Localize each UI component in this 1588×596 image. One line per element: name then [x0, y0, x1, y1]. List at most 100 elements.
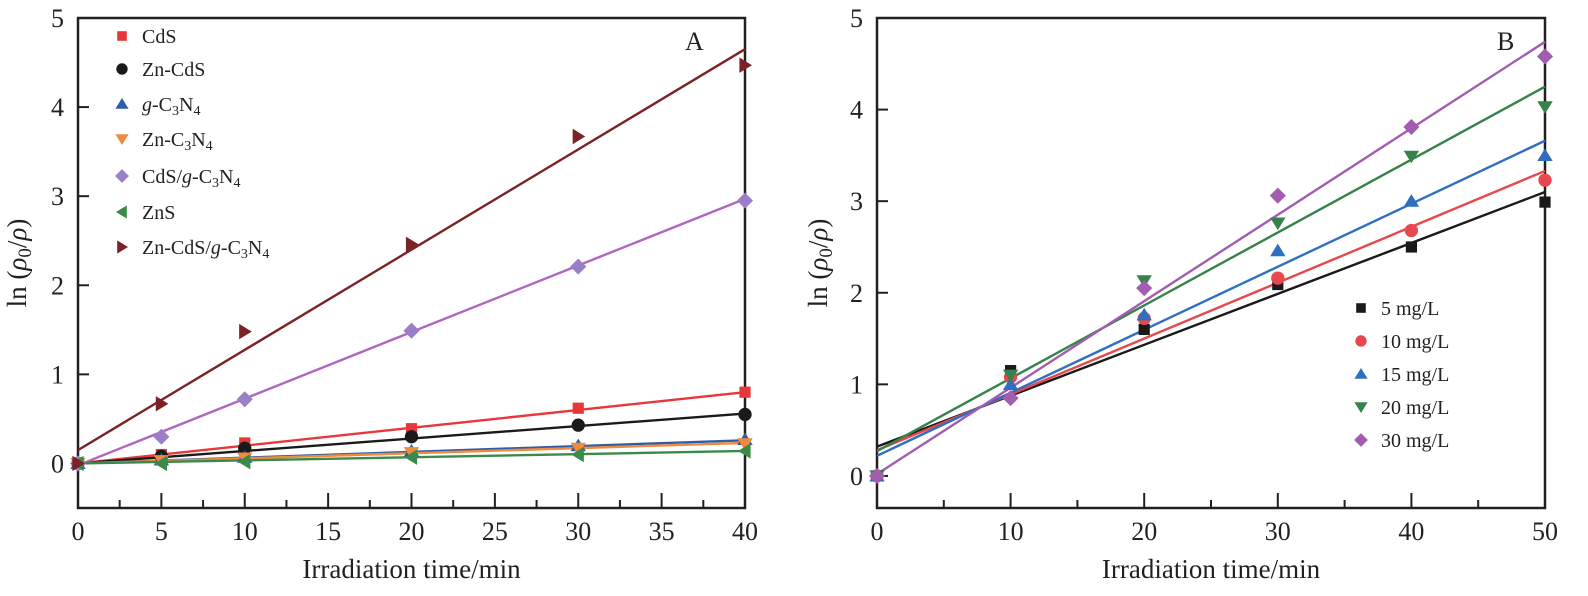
- y-tick-label: 2: [51, 271, 64, 300]
- legend-label: 5 mg/L: [1381, 298, 1439, 320]
- data-point: [739, 57, 752, 73]
- data-point: [1271, 271, 1285, 285]
- data-point: [1404, 223, 1419, 238]
- data-point: [1138, 323, 1150, 336]
- panel-label: B: [1497, 27, 1514, 56]
- legend-marker: [1354, 368, 1368, 379]
- data-point: [1539, 196, 1551, 208]
- data-point: [736, 192, 754, 209]
- data-point: [1405, 241, 1417, 253]
- data-point: [570, 442, 586, 456]
- x-tick-label: 0: [871, 517, 884, 546]
- y-tick-label: 1: [51, 360, 64, 389]
- data-point: [155, 396, 169, 412]
- fit-line-zn-cds-g-c3n4: [78, 48, 746, 452]
- fit-line-30-mg-l: [877, 40, 1546, 476]
- x-tick-label: 50: [1532, 517, 1558, 546]
- data-point: [403, 322, 420, 339]
- data-point: [1403, 150, 1420, 164]
- data-point: [738, 443, 751, 459]
- x-tick-label: 10: [232, 517, 258, 546]
- data-point: [1136, 280, 1153, 297]
- series-zn-cds-g-c3n4: [72, 57, 752, 472]
- y-tick-label: 2: [850, 279, 863, 308]
- data-point: [1136, 307, 1152, 321]
- data-point: [239, 323, 252, 340]
- x-tick-label: 10: [998, 517, 1024, 546]
- legend-entry: 5 mg/L: [1356, 298, 1439, 320]
- legend-entry: Zn-CdS: [116, 59, 205, 81]
- legend: 5 mg/L 10 mg/L 15 mg/L 20 mg/L 30 mg/L: [1354, 298, 1449, 452]
- legend-entry: ZnS: [116, 202, 175, 224]
- legend-label: Zn-C3N4: [142, 129, 213, 154]
- data-point: [738, 407, 752, 422]
- legend-entry: g-C3N4: [115, 94, 200, 119]
- x-tick-label: 40: [732, 517, 758, 546]
- legend-entry: Zn-CdS/g-C3N4: [117, 237, 269, 262]
- legend-marker: [1354, 433, 1368, 447]
- data-point: [238, 441, 252, 455]
- legend-marker: [115, 98, 129, 109]
- x-tick-label: 15: [315, 517, 341, 546]
- y-axis-title: ln (ρ0/ρ): [2, 219, 36, 308]
- legend-label: CdS: [142, 26, 176, 48]
- panel-label: A: [685, 27, 704, 56]
- y-axis-title: ln (ρ0/ρ): [803, 219, 837, 308]
- data-point: [404, 430, 419, 444]
- y-tick-label: 3: [850, 187, 863, 216]
- x-tick-label: 25: [482, 517, 508, 546]
- series-20-mg-l: [869, 101, 1553, 483]
- legend-marker: [117, 240, 128, 254]
- legend-marker: [116, 205, 127, 219]
- data-point: [1002, 377, 1019, 390]
- legend-entry: CdS: [117, 26, 176, 48]
- legend-label: 20 mg/L: [1381, 397, 1449, 419]
- data-point: [405, 423, 418, 435]
- series-15-mg-l: [869, 148, 1553, 482]
- series-30-mg-l: [868, 48, 1554, 484]
- legend-entry: 15 mg/L: [1354, 364, 1449, 386]
- legend-label: CdS/g-C3N4: [142, 166, 240, 191]
- data-point: [1270, 243, 1286, 257]
- chart-panel-b: 0 10 20 30 40 50 0 1 2 3 4 5 Irradiation time/min ln …: [803, 4, 1558, 584]
- series-10-mg-l: [870, 173, 1552, 483]
- legend-marker: [1356, 303, 1366, 313]
- legend-entry: 10 mg/L: [1355, 331, 1449, 353]
- y-tick-label: 5: [51, 4, 64, 33]
- legend-marker: [115, 134, 129, 145]
- legend-label: Zn-CdS/g-C3N4: [142, 237, 269, 262]
- data-point: [1270, 217, 1286, 231]
- y-tick-label: 0: [850, 462, 863, 491]
- legend-marker: [115, 169, 129, 183]
- legend-entry: Zn-C3N4: [115, 129, 213, 154]
- legend-entry: 20 mg/L: [1354, 397, 1449, 419]
- data-point: [571, 418, 585, 432]
- data-point: [571, 446, 584, 463]
- x-tick-label: 20: [1131, 517, 1157, 546]
- data-point: [72, 455, 85, 472]
- fit-line-20-mg-l: [877, 85, 1546, 453]
- x-axis-title: Irradiation time/min: [302, 554, 521, 584]
- data-point: [236, 391, 253, 408]
- x-tick-label: 35: [649, 517, 675, 546]
- data-point: [570, 258, 587, 275]
- x-tick-label: 0: [72, 517, 85, 546]
- data-point: [1536, 48, 1554, 65]
- legend-label: g-C3N4: [142, 94, 200, 119]
- data-point: [1538, 173, 1552, 187]
- y-tick-label: 1: [850, 370, 863, 399]
- legend: CdS Zn-CdS g-C3N4 Zn-C3N4 CdS/g-C3N4 ZnS Zn-Cd…: [115, 26, 269, 262]
- data-point: [237, 453, 251, 470]
- legend-label: 15 mg/L: [1381, 364, 1449, 386]
- data-point: [153, 428, 170, 445]
- y-tick-label: 4: [850, 96, 863, 125]
- legend-label: 10 mg/L: [1381, 331, 1449, 353]
- legend-entry: CdS/g-C3N4: [115, 166, 240, 191]
- legend-marker: [117, 31, 127, 41]
- data-point: [1002, 390, 1019, 407]
- data-point: [1537, 148, 1553, 161]
- y-tick-label: 5: [850, 4, 863, 33]
- data-point: [404, 449, 418, 465]
- x-axis-title: Irradiation time/min: [1102, 554, 1321, 584]
